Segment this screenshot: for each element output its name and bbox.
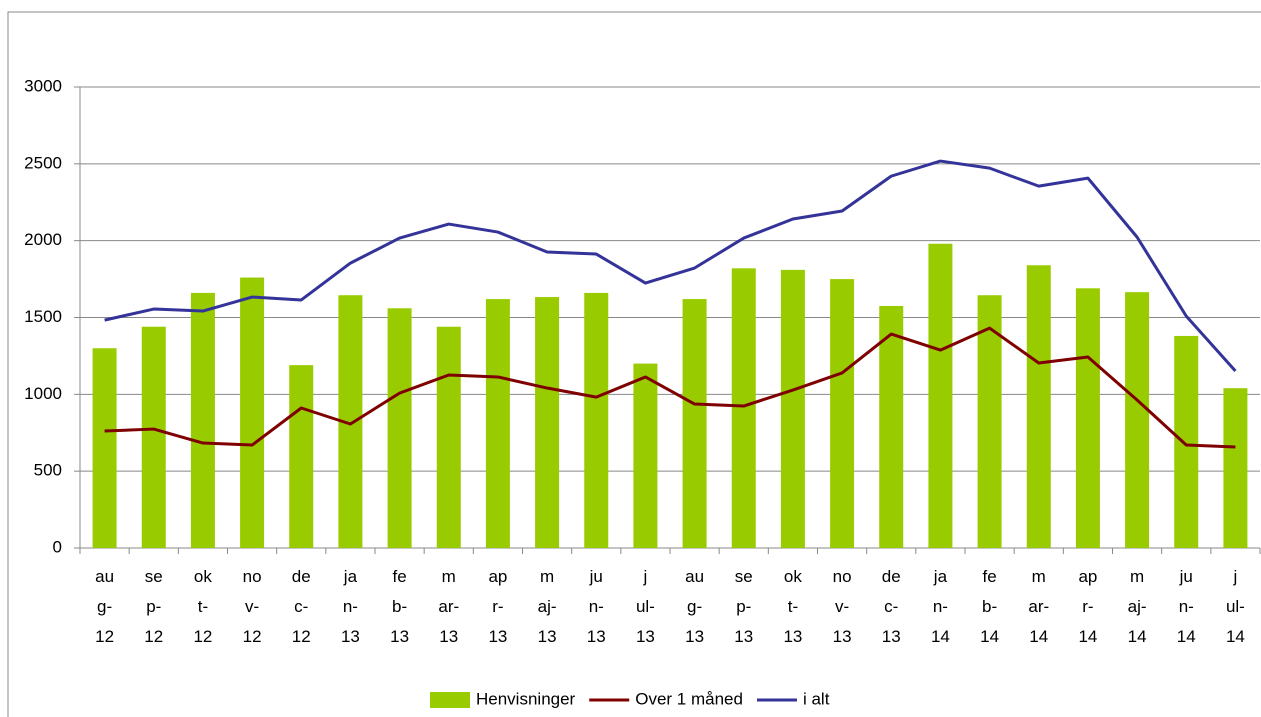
bar [1223, 388, 1248, 548]
x-tick-label: m aj-13 [538, 567, 557, 646]
y-tick-label: 1000 [24, 384, 62, 403]
y-tick-label: 2500 [24, 153, 62, 172]
legend-swatch [430, 692, 470, 708]
x-tick-label: de c-12 [292, 567, 311, 646]
bar [387, 308, 412, 548]
bar [633, 363, 658, 548]
x-tick-label: fe b-14 [980, 567, 999, 646]
y-tick-label: 500 [34, 461, 62, 480]
x-tick-label: m ar-14 [1028, 567, 1049, 646]
bar [485, 299, 510, 548]
legend-label: Henvisninger [476, 689, 576, 708]
x-tick-label: no v-13 [833, 567, 852, 646]
x-tick-label: ap r-14 [1078, 567, 1097, 646]
x-tick-label: se p-12 [144, 567, 163, 646]
bar [1026, 265, 1051, 548]
bar [141, 326, 166, 548]
y-tick-label: 0 [53, 537, 62, 556]
x-tick-label: au g-13 [685, 567, 704, 646]
legend-label: Over 1 måned [635, 689, 743, 708]
bar [977, 295, 1002, 548]
x-tick-label: no v-12 [243, 567, 262, 646]
bar [436, 326, 461, 548]
bar [584, 292, 609, 548]
y-tick-label: 2000 [24, 230, 62, 249]
y-tick-label: 1500 [24, 307, 62, 326]
bar [928, 243, 953, 549]
bar [289, 365, 314, 548]
bar [780, 269, 805, 548]
bar [682, 299, 707, 548]
bar [190, 292, 215, 548]
x-tick-label: ja n-14 [931, 567, 950, 646]
x-tick-label: j ul-14 [1226, 567, 1245, 646]
line [104, 326, 1236, 449]
x-tick-label: ja n-13 [341, 567, 360, 646]
bar [1174, 335, 1199, 548]
x-tick-label: se p-13 [734, 567, 753, 646]
x-tick-label: m aj-14 [1128, 567, 1147, 646]
x-tick-label: ju n-14 [1177, 567, 1196, 646]
x-tick-label: ju n-13 [587, 567, 606, 646]
x-tick-label: ok t-12 [193, 567, 212, 646]
x-tick-label: m ar-13 [438, 567, 459, 646]
bar [879, 305, 904, 548]
x-tick-label: fe b-13 [390, 567, 409, 646]
y-tick-label: 3000 [24, 76, 62, 95]
bar [240, 277, 265, 548]
x-tick-label: j ul-13 [636, 567, 655, 646]
bar [535, 297, 560, 548]
x-tick-label: de c-13 [882, 567, 901, 646]
x-tick-label: ap r-13 [488, 567, 507, 646]
legend-label: i alt [803, 689, 830, 708]
bar [1075, 288, 1100, 548]
x-tick-label: au g-12 [95, 567, 114, 646]
bar [1125, 292, 1150, 548]
bar [830, 279, 855, 548]
x-tick-label: ok t-13 [783, 567, 802, 646]
line [104, 159, 1237, 372]
bar [92, 348, 117, 548]
bar [731, 268, 756, 548]
chart-frame [7, 11, 1261, 717]
